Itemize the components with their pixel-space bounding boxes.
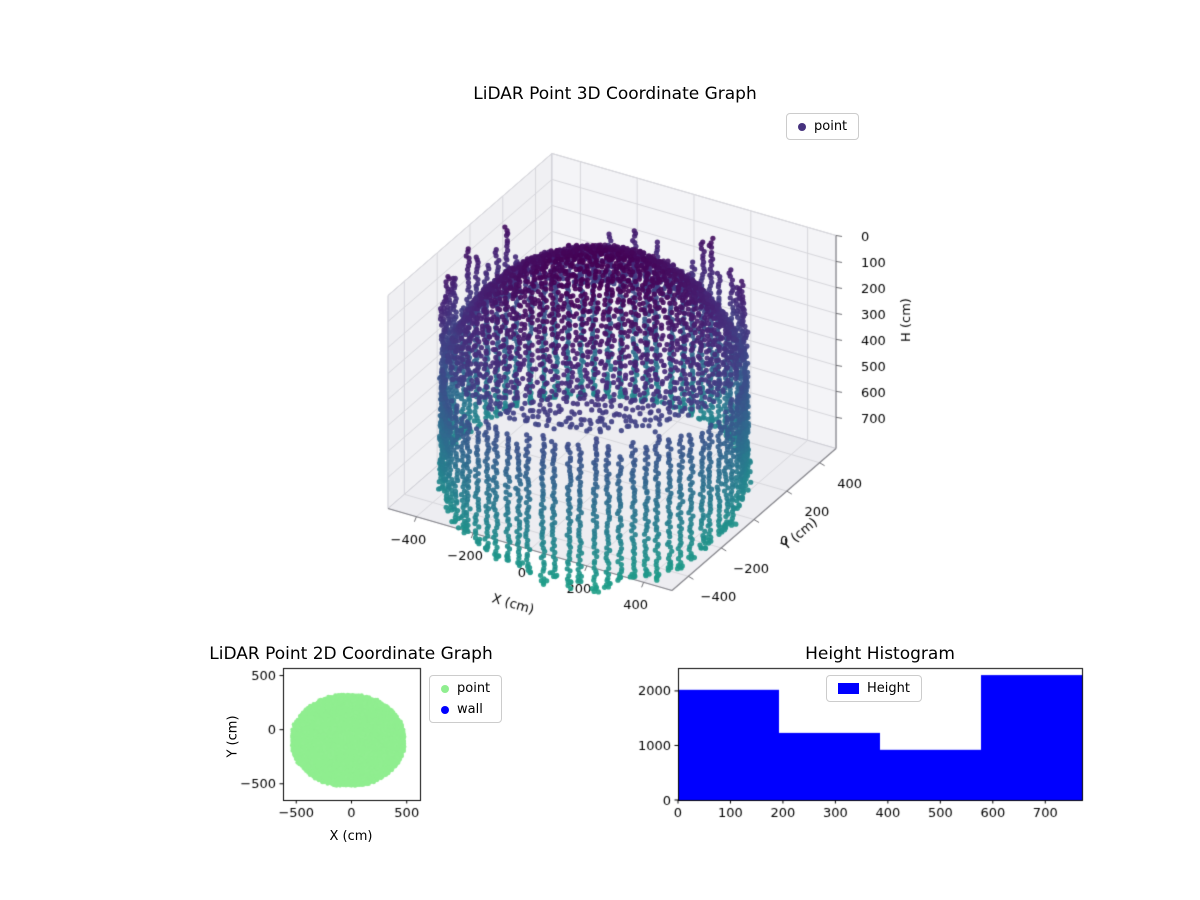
point-marker-icon [798,122,806,131]
legend-label-height: Height [867,681,910,696]
plot3d-title: LiDAR Point 3D Coordinate Graph [473,84,757,104]
legend-item-point: point [441,681,490,696]
point-marker-icon [441,684,449,693]
plot2d-legend: point wall [429,675,503,723]
plot2d-title: LiDAR Point 2D Coordinate Graph [209,644,493,664]
legend-label-point: point [814,119,848,134]
legend-item-point: point [798,119,847,134]
height-marker-icon [838,683,859,694]
plot2d-xlabel: X (cm) [329,829,373,844]
hist-title: Height Histogram [805,644,955,664]
legend-label-wall: wall [457,702,483,717]
legend-label-point: point [457,681,491,696]
wall-marker-icon [441,705,449,714]
legend-item-wall: wall [441,702,490,717]
legend-item-height: Height [838,681,910,696]
plot2d-ylabel: Y (cm) [225,715,241,758]
hist-legend: Height [826,675,922,702]
plot3d-legend: point [786,113,860,140]
